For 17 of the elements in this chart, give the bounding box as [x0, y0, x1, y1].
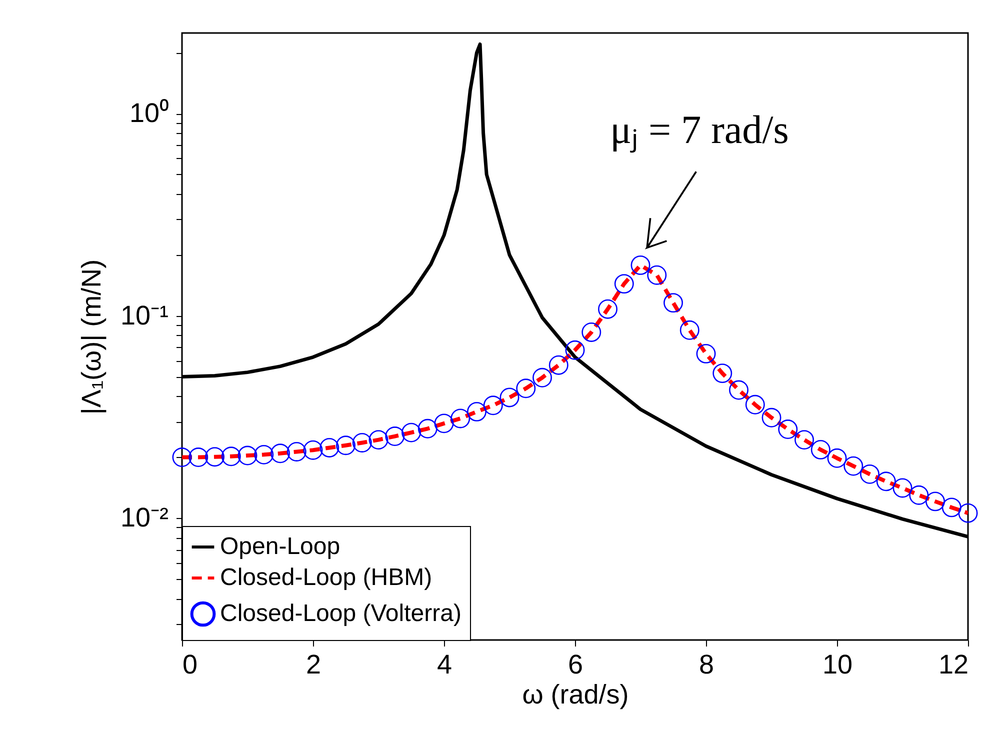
- annotation: μⱼ = 7 rad/s: [610, 107, 789, 154]
- y-tick-label: 10⁰: [129, 98, 168, 128]
- y-tick-label: 10⁻¹: [120, 300, 168, 330]
- x-tick-label: 8: [698, 650, 714, 680]
- line-series: [182, 263, 968, 516]
- y-tick-label: 10⁻²: [120, 502, 168, 533]
- x-axis-title: ω (rad/s): [522, 680, 629, 710]
- legend-label: Closed-Loop (HBM): [220, 564, 432, 591]
- x-tick-label: 10: [822, 650, 853, 680]
- x-tick-label: 12: [938, 650, 968, 680]
- x-tick-label: 0: [182, 650, 198, 680]
- y-axis-title: |Λ₁(ω)| (m/N): [76, 259, 106, 415]
- x-tick-label: 6: [568, 650, 584, 680]
- legend-label: Closed-Loop (Volterra): [220, 600, 462, 627]
- x-tick-label: 4: [436, 650, 452, 680]
- x-tick-label: 2: [306, 650, 322, 680]
- legend-label: Open-Loop: [220, 533, 340, 560]
